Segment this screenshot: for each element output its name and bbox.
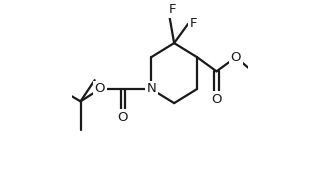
Text: F: F: [190, 17, 197, 30]
Text: O: O: [231, 51, 241, 64]
Text: O: O: [95, 82, 105, 96]
Text: O: O: [118, 111, 128, 124]
Text: O: O: [211, 93, 222, 106]
Text: N: N: [146, 82, 156, 96]
Text: F: F: [169, 3, 176, 16]
